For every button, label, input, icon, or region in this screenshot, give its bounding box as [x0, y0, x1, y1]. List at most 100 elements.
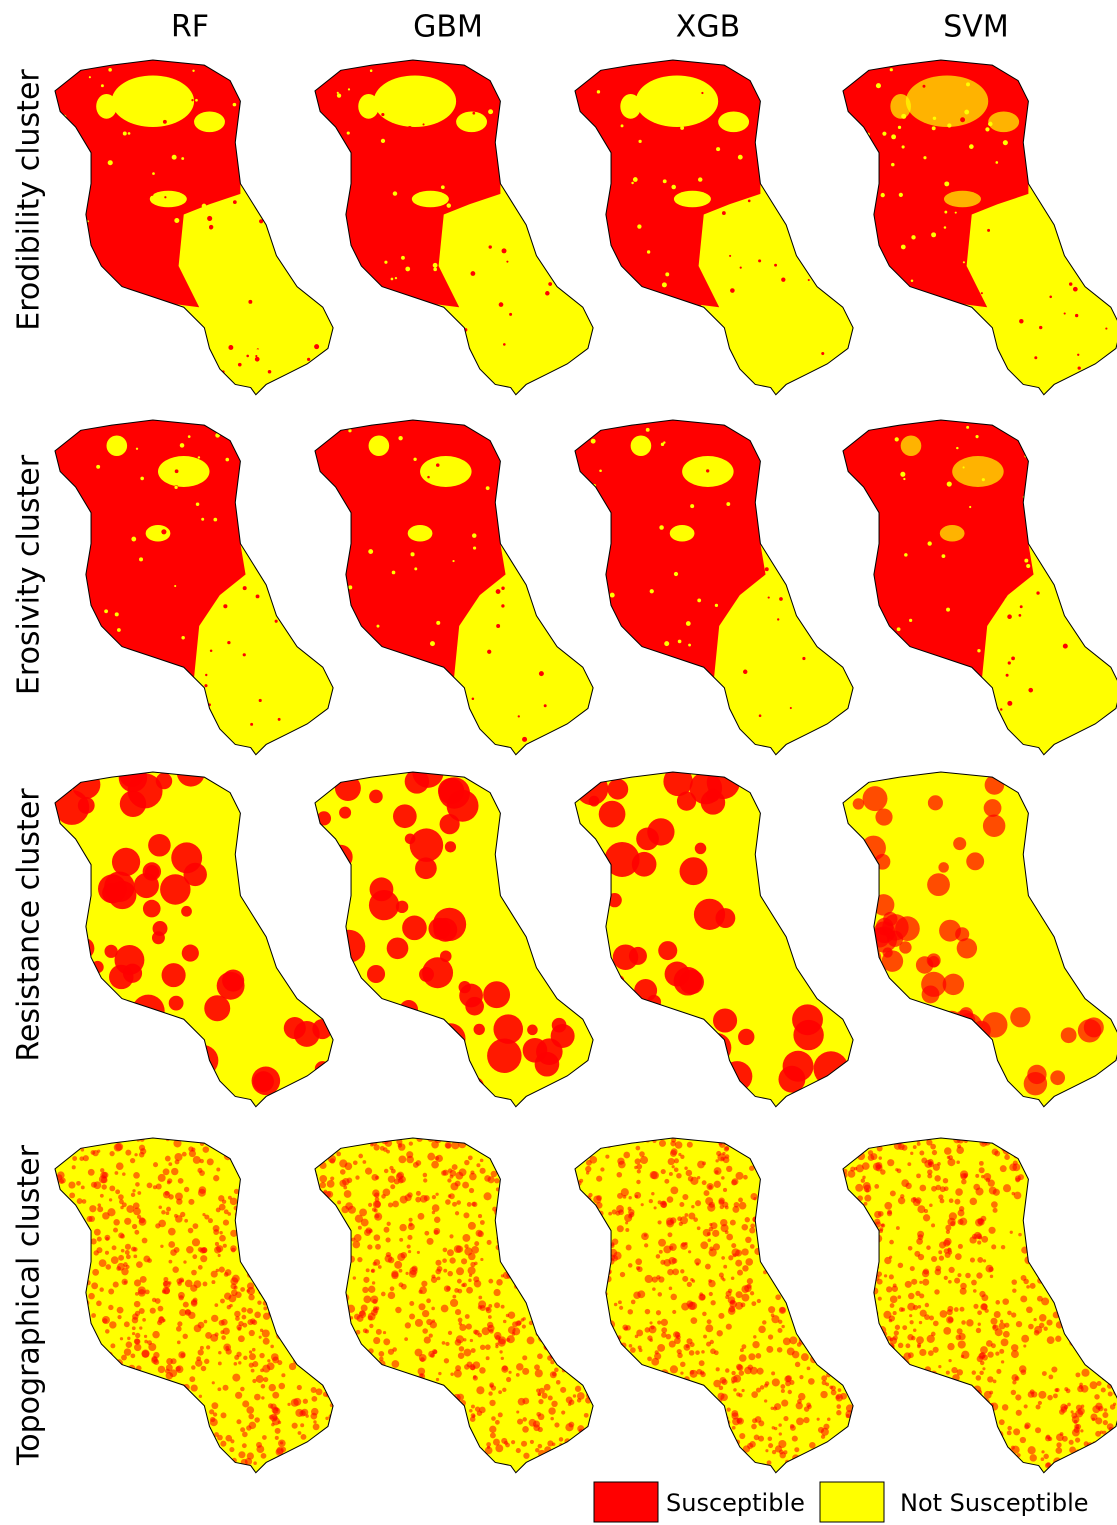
speckle	[589, 1207, 595, 1213]
speckle	[66, 1372, 70, 1376]
speckle	[750, 1223, 755, 1228]
speckle	[480, 1159, 484, 1163]
speckle	[917, 304, 920, 307]
speckle	[1071, 1207, 1079, 1215]
speckle	[344, 433, 347, 436]
speckle	[1079, 1147, 1085, 1153]
speckle	[548, 1464, 551, 1467]
speckle	[761, 1223, 768, 1230]
speckle	[750, 1193, 757, 1200]
speckle	[610, 593, 615, 598]
speckle	[861, 1179, 865, 1183]
speckle	[778, 167, 782, 171]
speckle	[191, 99, 193, 101]
speckle	[757, 432, 759, 434]
speckle	[55, 1144, 61, 1150]
speckle	[659, 1140, 666, 1147]
speckle	[204, 1137, 208, 1141]
speckle	[627, 1458, 631, 1462]
speckle	[150, 1419, 157, 1426]
speckle	[1028, 688, 1033, 693]
speckle	[341, 335, 344, 338]
speckle	[106, 1264, 112, 1270]
speckle	[588, 610, 591, 613]
speckle	[966, 743, 969, 746]
speckle	[248, 1414, 254, 1420]
speckle	[1099, 1452, 1106, 1459]
speckle	[852, 1293, 857, 1298]
speckle	[768, 1443, 773, 1448]
speckle	[60, 1298, 66, 1304]
speckle	[1092, 611, 1095, 614]
speckle	[819, 1282, 826, 1289]
speckle	[113, 1428, 117, 1432]
susceptible-patch	[614, 975, 624, 985]
speckle	[344, 1190, 352, 1198]
speckle	[775, 226, 779, 230]
speckle	[552, 273, 557, 278]
speckle	[153, 1431, 160, 1438]
speckle	[1066, 1207, 1071, 1212]
speckle	[591, 439, 596, 444]
speckle	[170, 460, 175, 465]
speckle	[566, 601, 571, 606]
speckle	[977, 1430, 985, 1438]
speckle	[221, 1335, 226, 1340]
speckle	[429, 675, 432, 678]
speckle	[580, 277, 584, 281]
speckle	[586, 1171, 589, 1174]
speckle	[272, 1249, 277, 1254]
speckle	[775, 1185, 781, 1191]
speckle	[1103, 236, 1108, 241]
speckle	[256, 1261, 264, 1269]
speckle	[709, 1447, 713, 1451]
speckle	[83, 1340, 87, 1344]
speckle	[270, 1345, 274, 1349]
speckle	[649, 1321, 652, 1324]
speckle	[447, 1405, 455, 1413]
speckle	[719, 1417, 725, 1423]
susceptible-patch	[148, 834, 171, 857]
speckle	[441, 1463, 448, 1470]
speckle	[541, 1292, 548, 1299]
speckle	[110, 1343, 115, 1348]
speckle	[715, 1170, 719, 1174]
speckle	[566, 1396, 573, 1403]
speckle	[389, 1426, 393, 1430]
speckle	[865, 1422, 872, 1429]
speckle	[473, 1142, 478, 1147]
speckle	[131, 1441, 135, 1445]
speckle	[614, 1303, 617, 1306]
speckle	[409, 1270, 417, 1278]
speckle	[1109, 1194, 1114, 1199]
speckle	[458, 1452, 465, 1459]
speckle	[177, 1321, 182, 1326]
speckle	[456, 1267, 464, 1275]
speckle	[586, 1317, 591, 1322]
speckle	[1090, 1198, 1093, 1201]
speckle	[1068, 1198, 1075, 1205]
speckle	[631, 329, 636, 334]
speckle	[1015, 1177, 1020, 1182]
speckle	[536, 1389, 540, 1393]
susceptible-patch	[589, 796, 600, 807]
speckle	[348, 429, 351, 432]
speckle	[958, 1219, 964, 1225]
speckle	[877, 1446, 883, 1452]
speckle	[130, 1158, 135, 1163]
speckle	[781, 1389, 785, 1393]
speckle	[909, 1314, 912, 1317]
speckle	[940, 1437, 946, 1443]
speckle	[806, 1287, 811, 1292]
speckle	[1069, 102, 1073, 106]
speckle	[197, 1458, 205, 1466]
speckle	[424, 1195, 430, 1201]
speckle	[257, 1218, 261, 1222]
speckle	[950, 1221, 955, 1226]
speckle	[945, 1252, 951, 1258]
speckle	[583, 1430, 587, 1434]
speckle	[316, 560, 320, 564]
speckle	[549, 1295, 553, 1299]
speckle	[128, 1441, 133, 1446]
speckle	[561, 632, 563, 634]
